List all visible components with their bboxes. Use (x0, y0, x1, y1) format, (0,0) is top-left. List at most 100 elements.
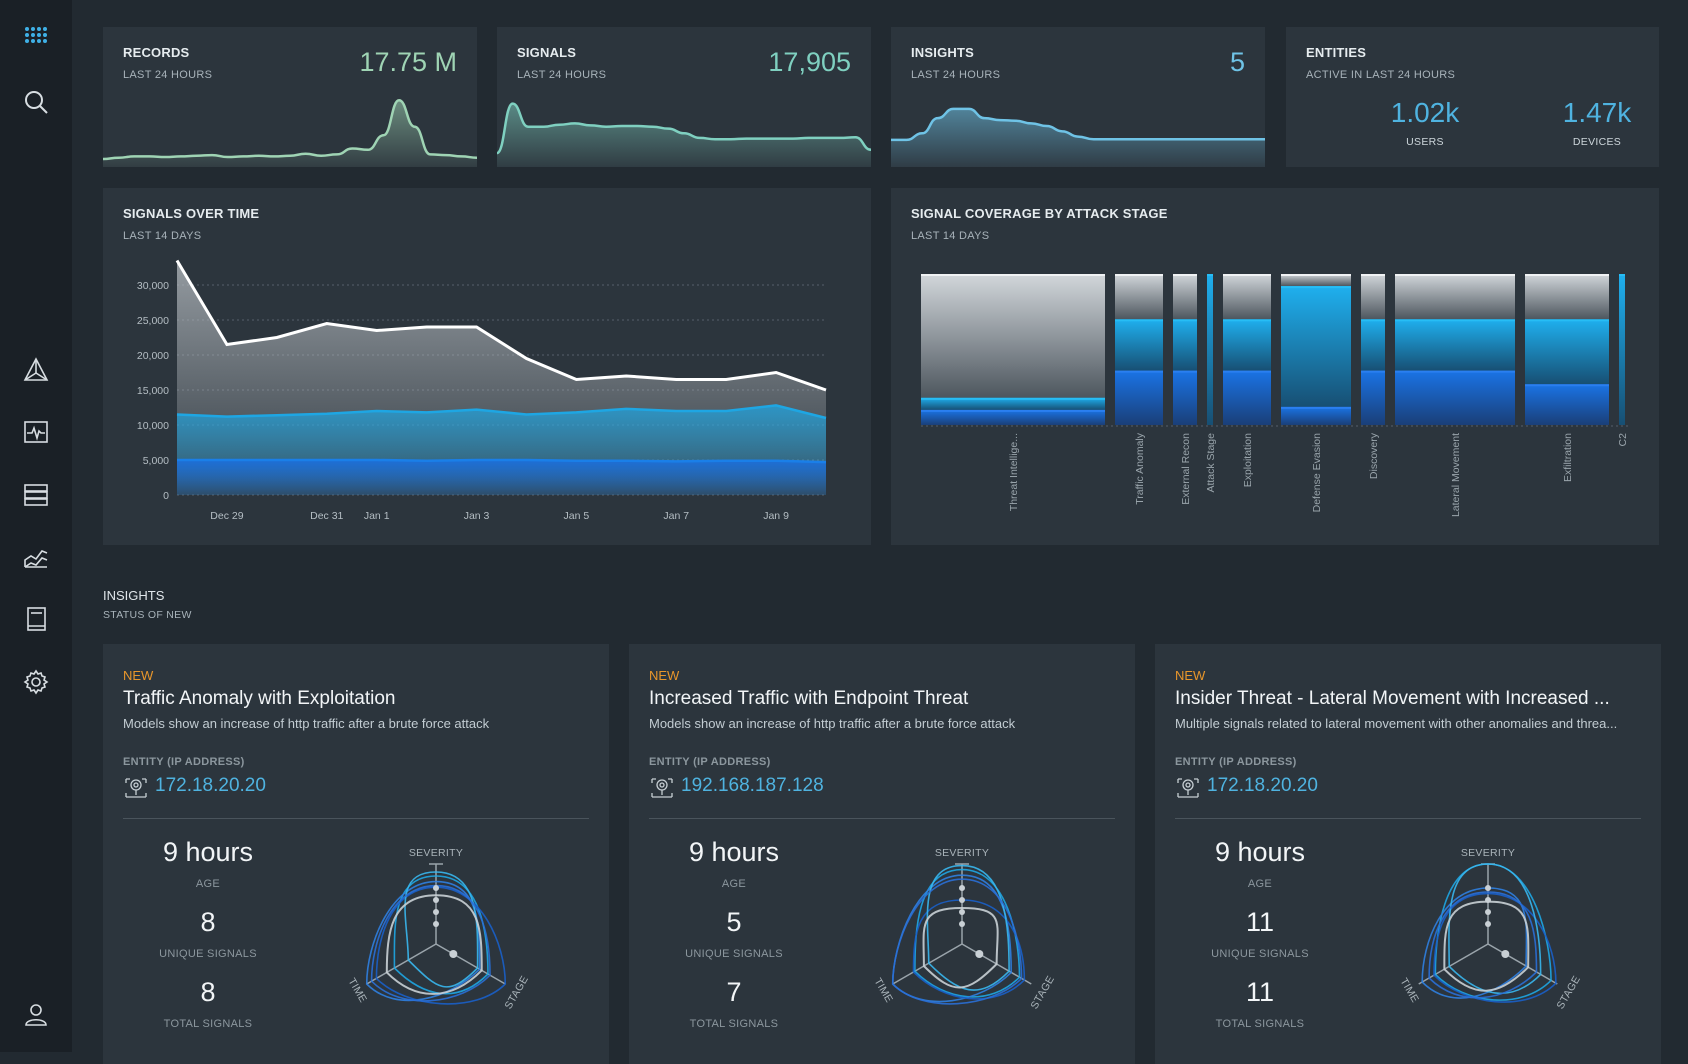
server-stack-icon[interactable] (20, 479, 52, 511)
radar-point (1485, 921, 1491, 927)
radar-stage-label: STAGE (502, 974, 531, 1011)
pulse-monitor-icon[interactable] (20, 416, 52, 448)
signal-coverage-chart[interactable]: Threat Intellige... Traffic Anomaly Extern… (891, 188, 1659, 545)
coverage-segment-light-blue[interactable] (1281, 286, 1351, 407)
signals-over-time-chart[interactable]: 0 5,000 10,000 15,000 20,000 25,000 30,000 Dec … (103, 188, 871, 545)
notebook-icon[interactable] (20, 603, 52, 635)
entity-ip-link[interactable]: 172.18.20.20 (1207, 775, 1318, 796)
insight-status: NEW (123, 668, 154, 683)
radar-signal-shape[interactable] (1448, 863, 1542, 995)
insight-title[interactable]: Increased Traffic with Endpoint Threat (649, 688, 969, 709)
radar-signal-shape[interactable] (1434, 863, 1552, 1001)
radar-signal-shape[interactable] (926, 864, 1010, 991)
radar-signal-shape[interactable] (912, 899, 1026, 1000)
series-line-low[interactable] (177, 458, 827, 464)
total-signals-label: TOTAL SIGNALS (1215, 1018, 1305, 1030)
radar-signal-shape[interactable] (375, 886, 507, 1005)
radar-signal-shape[interactable] (385, 894, 483, 995)
radar-signal-shape[interactable] (1421, 887, 1528, 999)
coverage-segment-gray[interactable] (1223, 274, 1271, 320)
insight-radar-chart[interactable]: SEVERITY TIME STAGE (323, 844, 589, 1044)
radar-signal-shape[interactable] (914, 868, 1021, 998)
series-line-mid[interactable] (176, 404, 827, 420)
coverage-segment-light-blue[interactable] (1173, 319, 1197, 371)
insight-status: NEW (649, 668, 680, 683)
search-icon[interactable] (20, 86, 52, 118)
radar-signal-shape[interactable] (1433, 892, 1557, 1003)
radar-signal-shape[interactable] (922, 906, 999, 989)
y-tick-label: 20,000 (137, 350, 169, 362)
coverage-segment-light-blue[interactable] (1619, 274, 1625, 425)
coverage-segment-blue[interactable] (1115, 370, 1163, 425)
coverage-segment-blue[interactable] (1173, 370, 1197, 425)
insight-title[interactable]: Traffic Anomaly with Exploitation (123, 688, 396, 709)
coverage-segment-light-blue[interactable] (1395, 319, 1515, 371)
radar-point (433, 921, 439, 927)
entities-card[interactable]: ENTITIES ACTIVE IN LAST 24 HOURS 1.02k U… (1286, 27, 1659, 167)
radar-signal-shape[interactable] (1428, 891, 1538, 999)
coverage-segment-gray[interactable] (1361, 274, 1385, 320)
coverage-segment-gray[interactable] (921, 274, 1105, 398)
series-line-total[interactable] (175, 259, 827, 392)
insights-sparkline (891, 107, 1265, 167)
entity-ip-link[interactable]: 172.18.20.20 (155, 775, 266, 796)
insight-radar-chart[interactable]: SEVERITY TIME STAGE (849, 844, 1115, 1044)
radar-signal-shape[interactable] (1443, 900, 1530, 992)
coverage-segment-blue[interactable] (921, 409, 1105, 425)
coverage-segment-gray[interactable] (1173, 274, 1197, 320)
insight-radar-chart[interactable]: SEVERITY TIME STAGE (1375, 844, 1641, 1044)
insight-card[interactable]: NEW Insider Threat - Lateral Movement wi… (1155, 644, 1661, 1064)
coverage-segment-gray[interactable] (1525, 274, 1609, 320)
triangle-network-icon[interactable] (20, 354, 52, 386)
card-subtitle: ACTIVE IN LAST 24 HOURS (1306, 69, 1456, 81)
age-value: 9 hours (1214, 837, 1306, 867)
radar-axis (892, 943, 963, 985)
insight-title[interactable]: Insider Threat - Lateral Movement with I… (1175, 688, 1610, 709)
segment-edge (1361, 370, 1385, 373)
gear-icon[interactable] (20, 666, 52, 698)
insight-card[interactable]: NEW Increased Traffic with Endpoint Thre… (629, 644, 1135, 1064)
radar-signal-shape[interactable] (891, 878, 1023, 1005)
coverage-segment-light-blue[interactable] (1525, 319, 1609, 385)
area-chart-icon[interactable] (20, 541, 52, 573)
user-icon[interactable] (20, 998, 52, 1030)
radar-point (1485, 909, 1491, 915)
coverage-segment-light-blue[interactable] (921, 397, 1105, 410)
coverage-segment-blue[interactable] (1361, 370, 1385, 425)
coverage-segment-blue[interactable] (1525, 384, 1609, 425)
radar-severity-label: SEVERITY (409, 847, 463, 859)
coverage-segment-gray[interactable] (1281, 274, 1351, 287)
entity-location-icon (651, 778, 673, 798)
chart-title: SIGNALS OVER TIME (123, 206, 260, 221)
coverage-segment-gray[interactable] (1395, 274, 1515, 320)
card-subtitle: LAST 24 HOURS (123, 69, 213, 81)
x-tick-label: Jan 9 (763, 510, 789, 522)
signals-card[interactable]: SIGNALS LAST 24 HOURS 17,905 (497, 27, 871, 167)
insights-card[interactable]: INSIGHTS LAST 24 HOURS 5 (891, 27, 1265, 167)
coverage-segment-light-blue[interactable] (1207, 274, 1213, 425)
coverage-segment-gray[interactable] (1115, 274, 1163, 320)
category-label: Traffic Anomaly (1134, 432, 1146, 505)
records-card[interactable]: RECORDS LAST 24 HOURS 17.75 M (103, 27, 477, 167)
total-signals-label: TOTAL SIGNALS (689, 1018, 779, 1030)
records-sparkline (103, 99, 477, 167)
coverage-segment-blue[interactable] (1281, 406, 1351, 425)
sidebar (0, 0, 72, 1052)
coverage-segment-blue[interactable] (1395, 370, 1515, 425)
segment-edge (921, 274, 1105, 276)
coverage-segment-light-blue[interactable] (1361, 319, 1385, 371)
insight-card[interactable]: NEW Traffic Anomaly with Exploitation Mo… (103, 644, 609, 1064)
category-label: External Recon (1180, 433, 1192, 505)
radar-signal-shape[interactable] (365, 880, 481, 1002)
coverage-segment-light-blue[interactable] (1223, 319, 1271, 371)
entity-ip-link[interactable]: 192.168.187.128 (681, 775, 824, 796)
coverage-segment-light-blue[interactable] (1115, 319, 1163, 371)
radar-point (959, 897, 965, 903)
segment-edge (1173, 319, 1197, 322)
radar-point (959, 909, 965, 915)
app-grid-icon[interactable] (20, 22, 52, 54)
radar-signal-shape[interactable] (370, 884, 491, 1002)
segment-edge (1525, 319, 1609, 322)
x-tick-label: Jan 5 (564, 510, 590, 522)
coverage-segment-blue[interactable] (1223, 370, 1271, 425)
